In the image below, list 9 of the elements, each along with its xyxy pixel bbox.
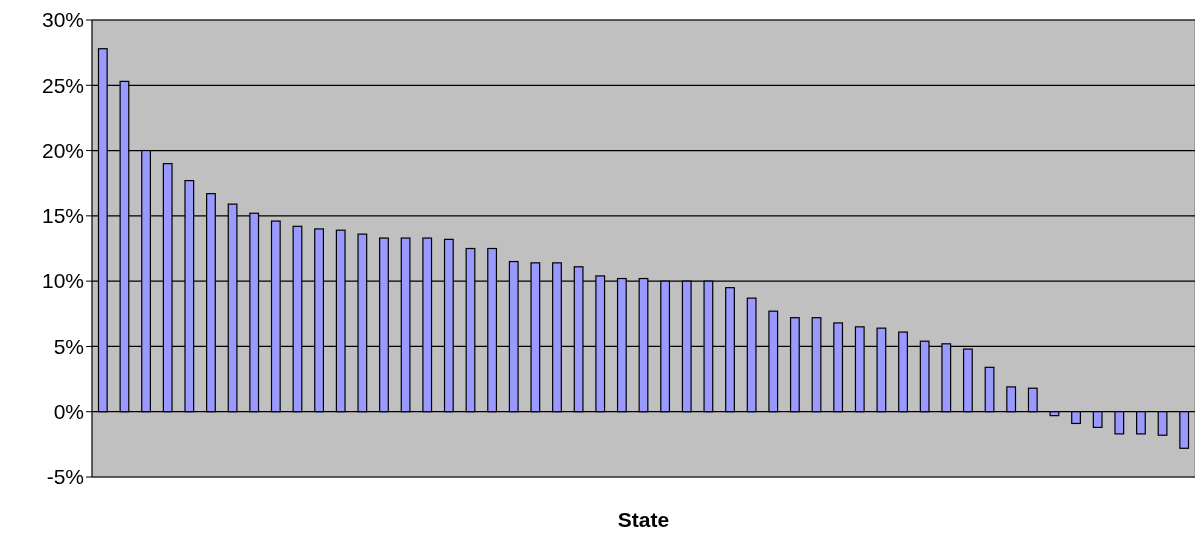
y-tick-label: 0% <box>53 400 84 424</box>
y-tick-label: 30% <box>41 8 84 32</box>
x-axis-title: State <box>617 508 670 531</box>
y-tick-label: 5% <box>53 334 84 358</box>
y-tick-label: 25% <box>41 73 84 97</box>
y-tick-label: -5% <box>46 465 84 489</box>
y-tick-label: 20% <box>41 138 84 162</box>
y-tick-label: 15% <box>41 204 84 228</box>
y-tick-label: 10% <box>41 269 84 293</box>
